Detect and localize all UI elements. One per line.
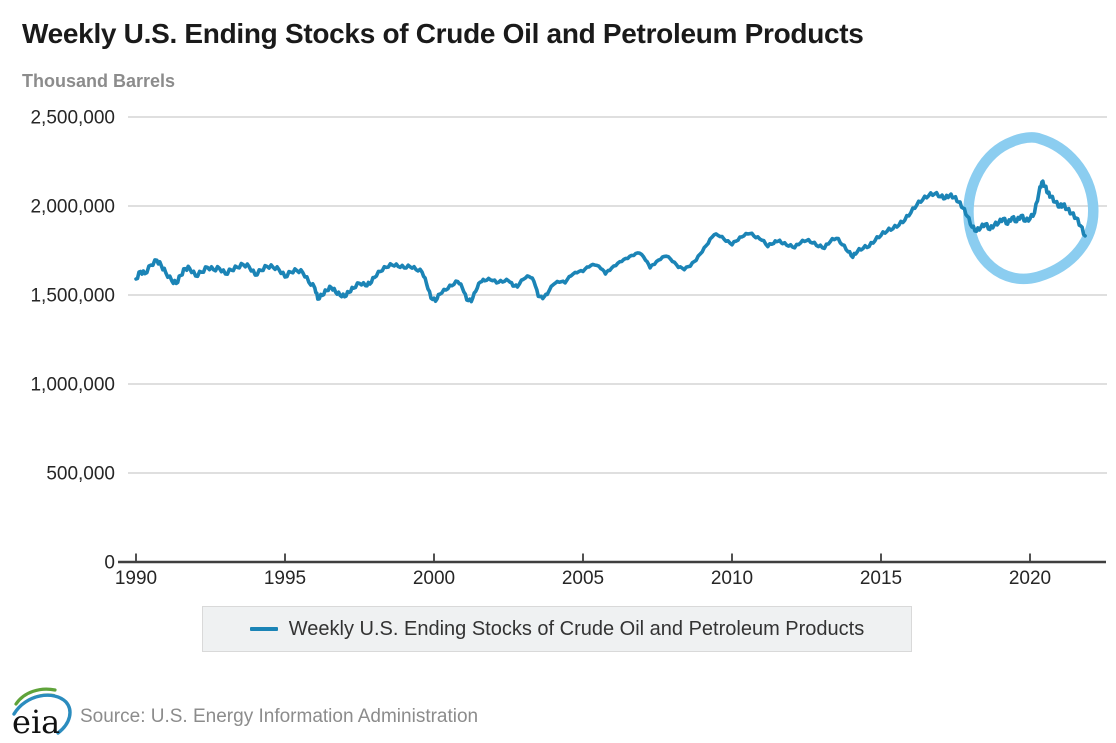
y-axis-units-label: Thousand Barrels (22, 71, 176, 91)
eia-logo-text: eia (12, 703, 60, 740)
x-axis (118, 553, 1106, 564)
x-tick-label: 2010 (711, 568, 753, 589)
y-tick-label: 0 (104, 553, 115, 574)
y-axis-tick-labels: 0 500,000 1,000,000 1,500,000 2,000,000 2,500… (30, 108, 115, 574)
y-tick-label: 500,000 (46, 464, 115, 485)
gridlines (128, 116, 1107, 474)
hand-drawn-circle-annotation (963, 132, 1099, 284)
eia-logo-blue-swoosh (12, 693, 72, 735)
x-tick-label: 2000 (413, 568, 455, 589)
x-tick-label: 2005 (562, 568, 604, 589)
footer: eia Source: U.S. Energy Information Admi… (0, 678, 1116, 743)
eia-logo-green-swoosh (14, 687, 57, 706)
annotation-circle (963, 132, 1099, 284)
x-tick-label: 2015 (860, 568, 902, 589)
legend: Weekly U.S. Ending Stocks of Crude Oil a… (202, 606, 912, 652)
y-tick-label: 1,500,000 (30, 286, 115, 307)
x-tick-label: 1995 (264, 568, 306, 589)
x-tick-label: 2020 (1009, 568, 1051, 589)
y-tick-label: 1,000,000 (30, 375, 115, 396)
legend-series-label: Weekly U.S. Ending Stocks of Crude Oil a… (288, 617, 865, 640)
y-tick-label: 2,000,000 (30, 197, 115, 218)
source-attribution: Source: U.S. Energy Information Administ… (80, 706, 479, 727)
data-line (134, 179, 1087, 304)
y-tick-label: 2,500,000 (30, 108, 115, 129)
chart-title: Weekly U.S. Ending Stocks of Crude Oil a… (22, 18, 864, 49)
legend-line-swatch (249, 627, 278, 631)
x-tick-label: 1990 (115, 568, 157, 589)
x-axis-tick-labels: 1990 1995 2000 2005 2010 2015 2020 (115, 568, 1051, 589)
eia-logo: eia (12, 687, 72, 740)
series-line (134, 179, 1087, 304)
